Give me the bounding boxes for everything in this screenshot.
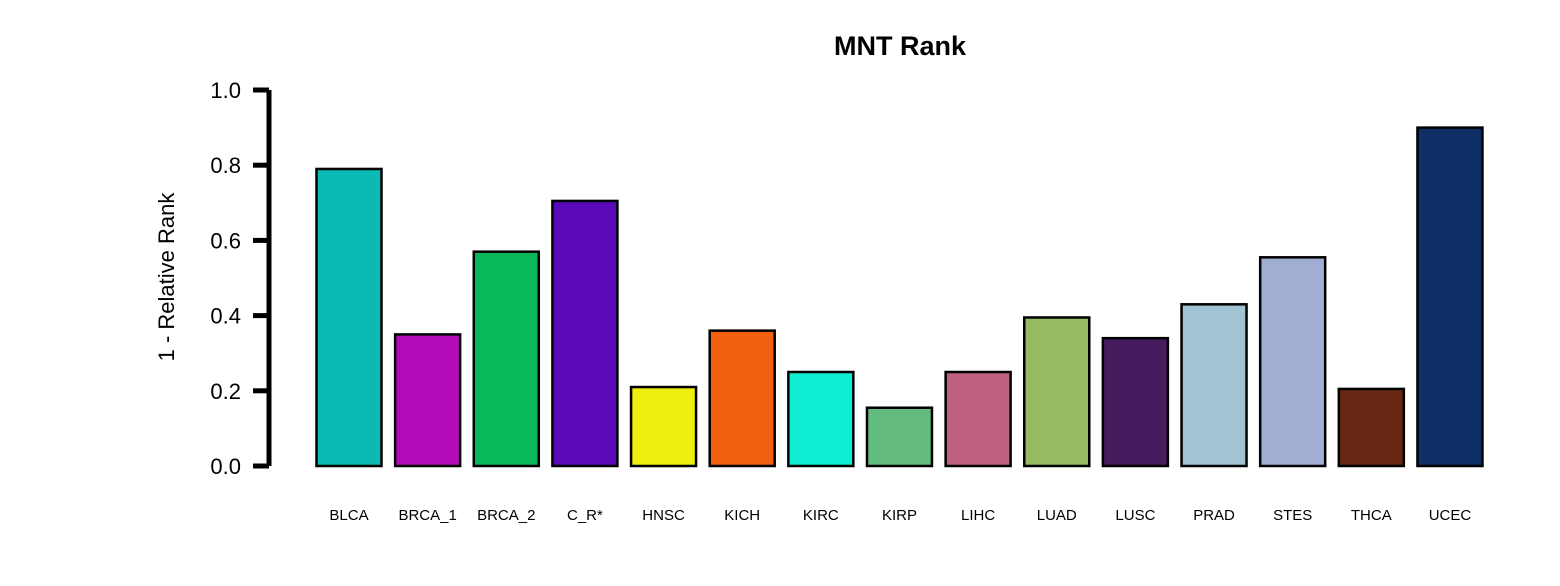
x-tick-label: KIRC [803,507,839,524]
y-tick-label: 0.4 [210,304,241,329]
bar-lusc [1101,336,1170,468]
x-tick-label: KIRP [882,507,917,524]
bar-kirc [787,370,855,468]
x-tick-label: BLCA [329,507,368,524]
chart-title: MNT Rank [834,31,967,61]
bar-kich [708,329,776,468]
x-tick-label: STES [1273,507,1312,524]
x-tick-label: PRAD [1193,507,1235,524]
x-tick-label: LUAD [1037,507,1077,524]
bar-brca-2 [472,250,541,468]
bar-hnsc [629,385,698,468]
bar-c-r [551,199,619,468]
bar-stes [1258,256,1327,468]
bar-prad [1180,303,1248,468]
x-tick-label: LUSC [1115,507,1155,524]
bars-group [315,126,1484,468]
bar-luad [1023,316,1091,468]
y-axis-label: 1 - Relative Rank [154,192,179,362]
y-tick-label: 0.2 [210,379,241,404]
x-tick-label: BRCA_1 [398,507,456,524]
x-tick-label: KICH [724,507,760,524]
x-tick-label: C_R* [567,507,603,524]
y-tick-label: 0.6 [210,228,241,253]
x-tick-label: LIHC [961,507,995,524]
y-tick-label: 0.8 [210,153,241,178]
bar-blca [315,167,383,468]
x-tick-label: THCA [1351,507,1392,524]
bar-lihc [944,370,1012,468]
x-tick-label: UCEC [1429,507,1472,524]
bar-brca-1 [393,333,462,468]
x-axis-tick-labels: BLCA BRCA_1 BRCA_2 C_R* HNSC KICH KIRC KIRP LIHC… [329,507,1471,524]
y-axis-ticks: 0.0 0.2 0.4 0.6 0.8 1.0 [210,78,269,479]
bar-kirp [865,406,934,468]
bar-ucec [1416,126,1484,468]
bar-thca [1337,387,1406,468]
y-tick-label: 1.0 [210,78,241,103]
x-tick-label: BRCA_2 [477,507,535,524]
x-tick-label: HNSC [642,507,685,524]
y-tick-label: 0.0 [210,454,241,479]
